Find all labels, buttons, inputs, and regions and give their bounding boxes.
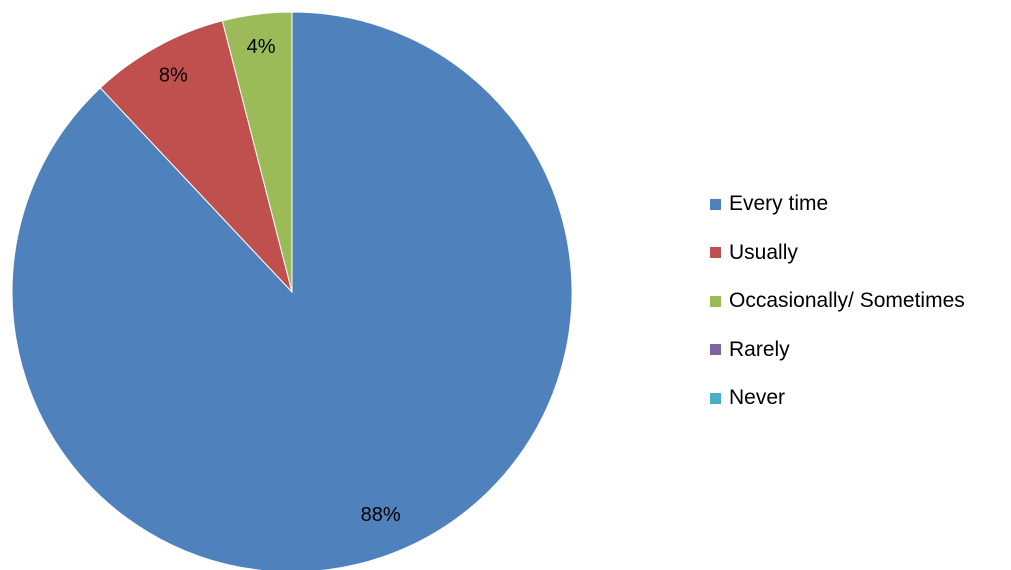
legend-item-never: Never	[710, 374, 1010, 423]
legend-label-occasionally-sometimes: Occasionally/ Sometimes	[729, 289, 965, 313]
data-label-occasionally-sometimes: 4%	[247, 36, 276, 58]
pie-slice-occasionally-sometimes	[221, 11, 293, 293]
legend-item-rarely: Rarely	[710, 326, 1010, 375]
legend-item-occasionally-sometimes: Occasionally/ Sometimes	[710, 277, 1010, 326]
legend-label-rarely: Rarely	[729, 337, 790, 361]
legend-label-never: Never	[729, 386, 786, 410]
legend-item-every-time: Every time	[710, 180, 1010, 229]
legend: Every time Usually Occasionally/ Sometim…	[710, 180, 1010, 423]
legend-swatch-usually	[710, 247, 721, 259]
legend-item-usually: Usually	[710, 229, 1010, 278]
data-label-usually: 8%	[159, 64, 188, 86]
pie-slice-usually	[99, 20, 293, 293]
legend-swatch-occasionally-sometimes	[710, 295, 721, 307]
legend-label-usually: Usually	[729, 240, 798, 264]
legend-swatch-rarely	[710, 344, 721, 356]
legend-swatch-every-time	[710, 198, 721, 210]
legend-label-every-time: Every time	[729, 192, 829, 216]
data-label-every-time: 88%	[361, 504, 401, 526]
legend-swatch-never	[710, 392, 721, 404]
